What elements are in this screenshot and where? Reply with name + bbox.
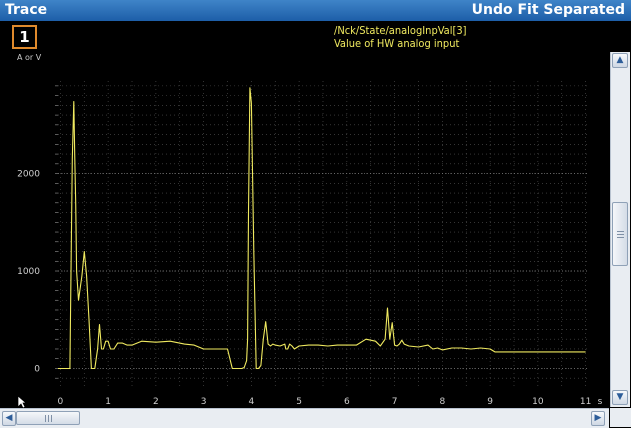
chevron-right-icon: ▶ xyxy=(594,413,602,423)
trace-plot-area[interactable]: 0 1000 2000 0 1 2 3 4 5 6 7 8 9 10 11 s 1 A or V /Nck/S… xyxy=(0,21,609,409)
thumb-grip xyxy=(48,415,49,422)
thumb-grip xyxy=(45,415,46,422)
vertical-scroll-thumb[interactable] xyxy=(612,202,628,266)
thumb-grip xyxy=(617,234,624,235)
x-tick-label: 1 xyxy=(105,397,111,407)
trace-series-line xyxy=(58,87,586,370)
window-title: Trace xyxy=(5,2,48,18)
x-tick-label: 7 xyxy=(392,397,398,407)
x-tick-label: 4 xyxy=(249,397,255,407)
x-axis-unit-label: s xyxy=(598,397,603,407)
x-tick-label: 0 xyxy=(58,397,64,407)
undo-fit-separated-button[interactable]: Undo Fit Separated xyxy=(471,2,625,18)
channel-number-box[interactable]: 1 xyxy=(12,25,37,49)
vertical-scrollbar[interactable]: ▲ ▼ xyxy=(610,52,630,407)
scroll-left-button[interactable]: ◀ xyxy=(2,411,16,426)
chevron-down-icon: ▼ xyxy=(616,392,624,402)
signal-path-label: /Nck/State/analogInpVal[3] xyxy=(334,24,467,37)
thumb-grip xyxy=(51,415,52,422)
horizontal-scrollbar[interactable]: ◀ ▶ xyxy=(0,408,609,428)
x-tick-label: 3 xyxy=(201,397,207,407)
y-tick-label: 1000 xyxy=(17,267,40,277)
scroll-up-button[interactable]: ▲ xyxy=(612,53,628,68)
x-tick-label: 10 xyxy=(532,397,544,407)
x-tick-label: 8 xyxy=(440,397,446,407)
y-tick-label: 0 xyxy=(34,364,40,374)
chevron-up-icon: ▲ xyxy=(616,55,624,65)
y-tick-label: 2000 xyxy=(17,170,40,180)
x-tick-label: 2 xyxy=(153,397,159,407)
horizontal-scroll-thumb[interactable] xyxy=(16,411,80,425)
scrollbar-corner xyxy=(610,408,631,427)
thumb-grip xyxy=(617,237,624,238)
y-axis-unit-label: A or V xyxy=(17,53,42,62)
trace-chart: 0 1000 2000 0 1 2 3 4 5 6 7 8 9 10 11 s xyxy=(17,81,603,407)
chevron-left-icon: ◀ xyxy=(5,413,13,423)
scroll-down-button[interactable]: ▼ xyxy=(612,390,628,405)
thumb-grip xyxy=(617,231,624,232)
x-tick-label: 9 xyxy=(487,397,493,407)
x-tick-label: 5 xyxy=(296,397,302,407)
scroll-right-button[interactable]: ▶ xyxy=(591,411,605,426)
title-bar: Trace Undo Fit Separated xyxy=(0,0,631,21)
mouse-pointer-icon xyxy=(17,395,27,409)
x-tick-label: 11 xyxy=(580,397,591,407)
x-tick-label: 6 xyxy=(344,397,350,407)
signal-description-label: Value of HW analog input xyxy=(334,37,460,50)
